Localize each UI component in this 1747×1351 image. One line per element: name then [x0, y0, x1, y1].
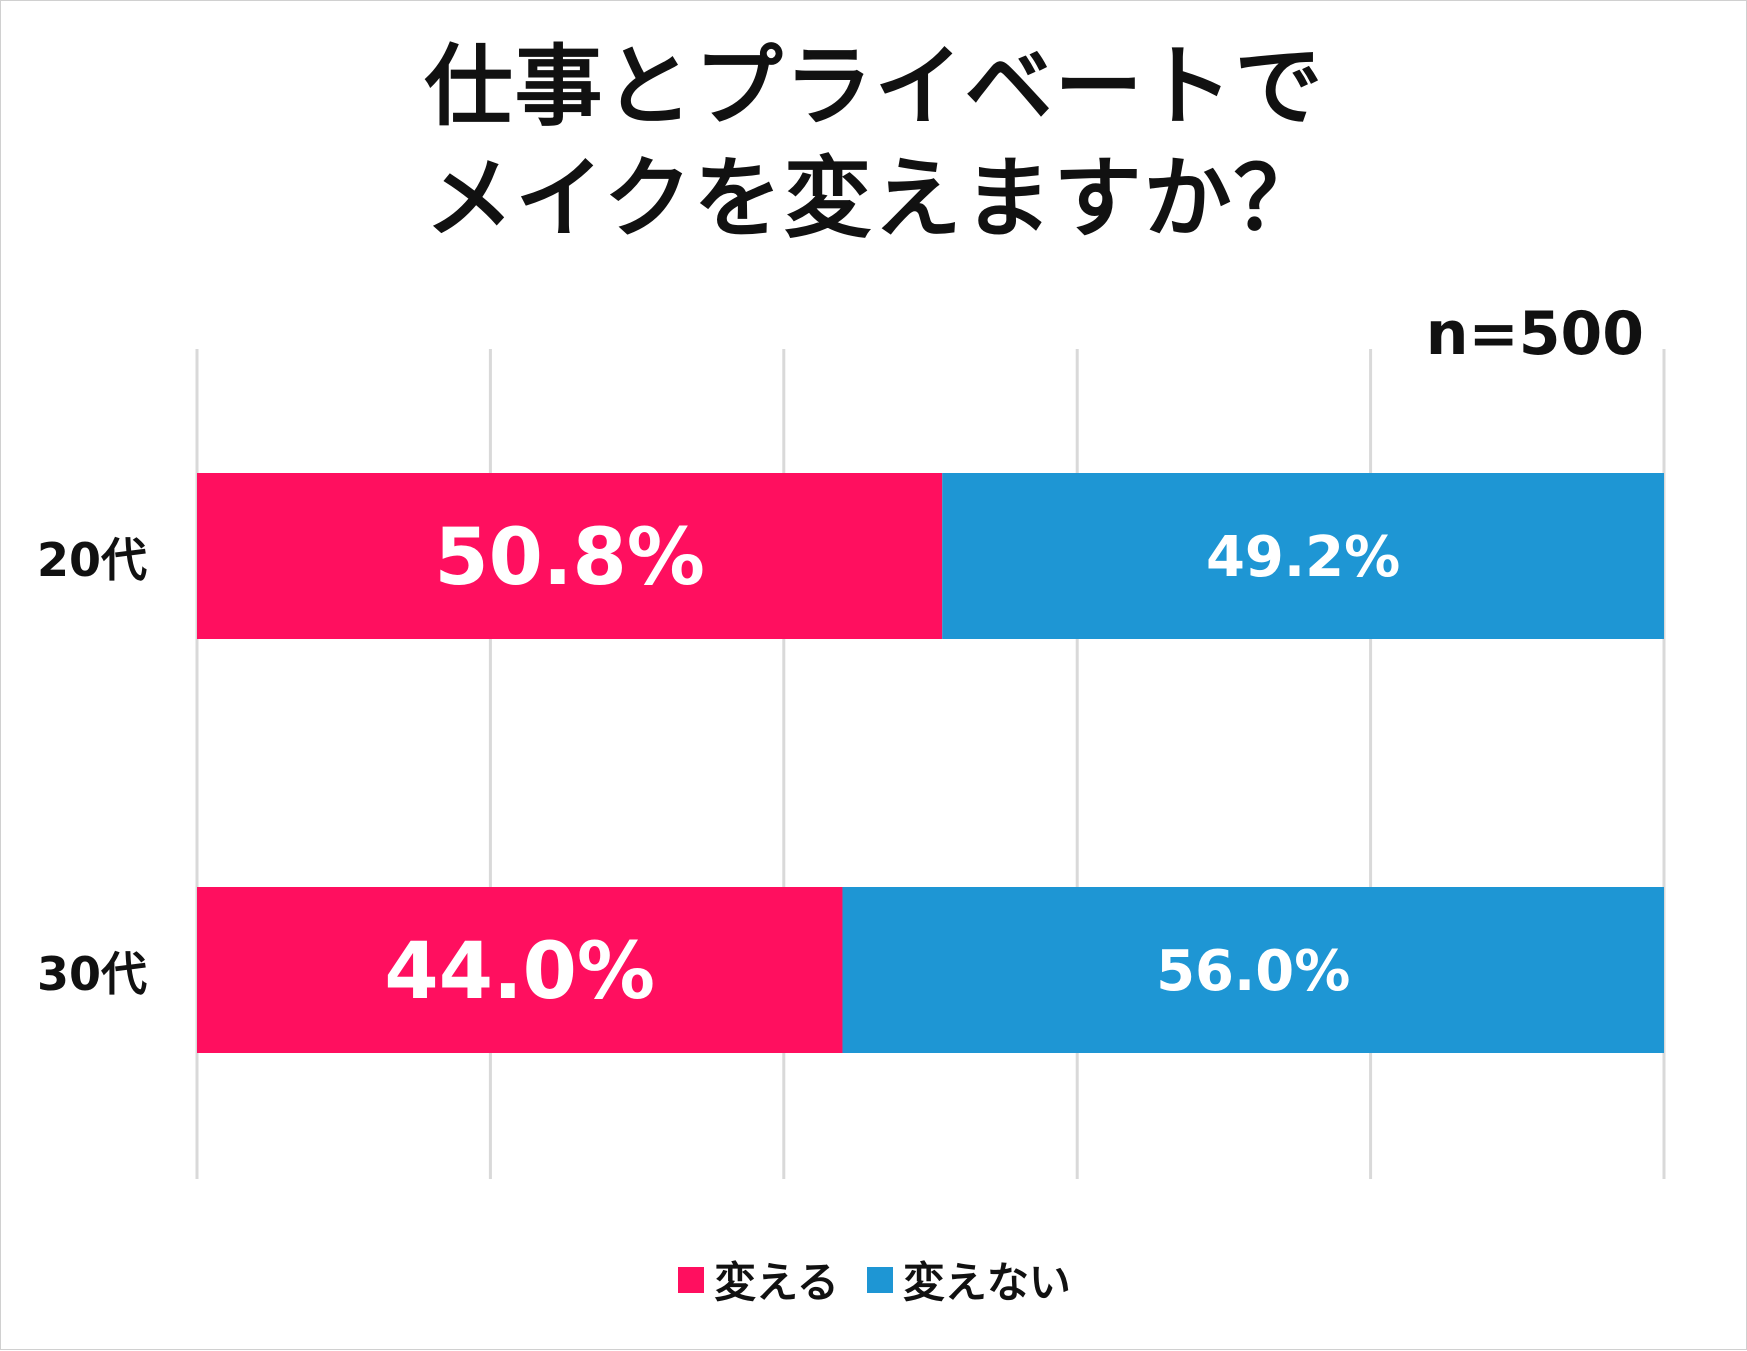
sample-size-label: n=500	[1425, 299, 1644, 369]
category-label: 30代	[37, 947, 147, 1001]
legend-label-no-change: 変えない	[902, 1258, 1071, 1307]
chart-title: 仕事とプライベートで メイクを変えますか？	[1, 31, 1747, 255]
bar-no-change	[942, 473, 1664, 639]
bar-no-change	[842, 887, 1664, 1053]
legend-label-change: 変える	[714, 1258, 839, 1307]
legend-swatch-no-change	[866, 1266, 893, 1293]
bar-change	[197, 887, 843, 1053]
data-label: 56.0%	[1156, 939, 1350, 1004]
data-label: 50.8%	[434, 513, 705, 603]
data-label: 44.0%	[384, 927, 655, 1017]
title-line-1: 仕事とプライベートで	[424, 35, 1325, 138]
title-line-2: メイクを変えますか？	[425, 147, 1324, 250]
data-label: 49.2%	[1206, 525, 1400, 590]
legend: 変える 変えない	[1, 1249, 1747, 1310]
legend-swatch-change	[678, 1266, 705, 1293]
legend-item-change: 変える	[678, 1249, 839, 1310]
category-label: 20代	[37, 533, 147, 587]
bar-change	[197, 473, 943, 639]
legend-item-no-change: 変えない	[866, 1249, 1071, 1310]
